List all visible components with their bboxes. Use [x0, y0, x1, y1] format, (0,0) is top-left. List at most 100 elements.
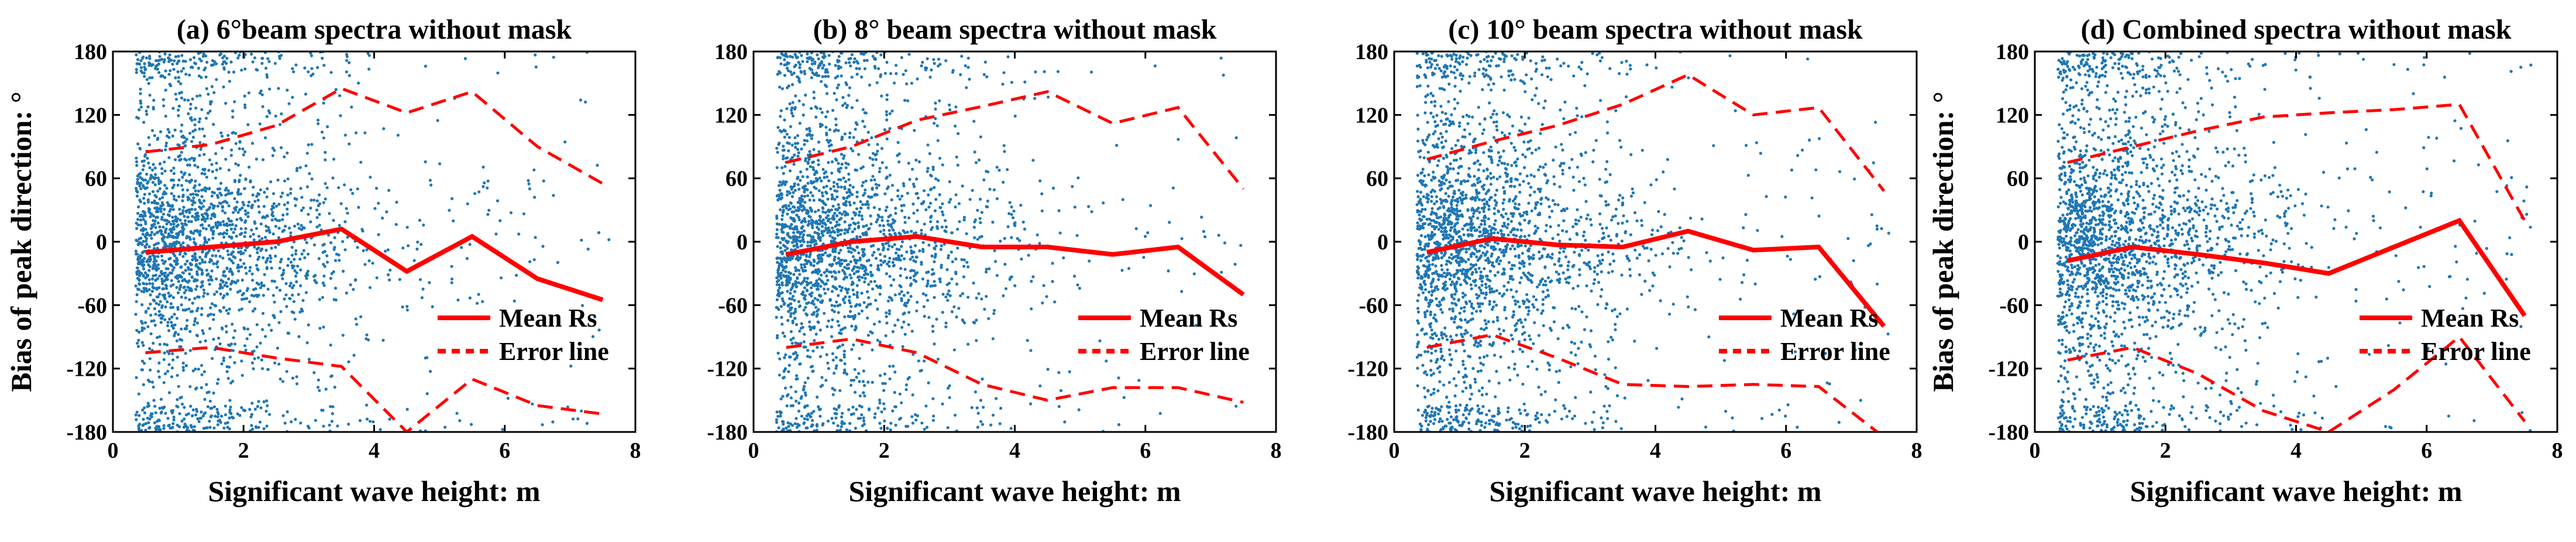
- scatter-point: [805, 167, 809, 171]
- scatter-point: [961, 292, 965, 296]
- scatter-point: [821, 225, 824, 228]
- scatter-point: [777, 143, 780, 146]
- scatter-point: [848, 86, 851, 90]
- scatter-point: [863, 280, 866, 284]
- scatter-point: [171, 268, 174, 272]
- scatter-point: [837, 167, 840, 171]
- scatter-point: [885, 311, 888, 314]
- scatter-point: [196, 417, 200, 421]
- scatter-point: [781, 395, 785, 398]
- scatter-point: [839, 248, 842, 252]
- scatter-point: [294, 249, 298, 252]
- scatter-point: [235, 234, 238, 238]
- scatter-point: [909, 284, 912, 287]
- scatter-point: [251, 427, 254, 431]
- scatter-point: [843, 272, 847, 276]
- scatter-point: [1514, 303, 1517, 306]
- scatter-point: [965, 260, 969, 264]
- scatter-point: [962, 215, 966, 219]
- scatter-point: [215, 277, 218, 281]
- scatter-point: [159, 300, 162, 303]
- scatter-point: [878, 215, 881, 218]
- scatter-point: [851, 186, 855, 189]
- scatter-point: [250, 402, 254, 405]
- scatter-point: [882, 228, 886, 232]
- scatter-point: [240, 406, 243, 410]
- scatter-point: [775, 276, 779, 280]
- scatter-point: [415, 247, 419, 251]
- scatter-point: [181, 279, 184, 283]
- scatter-point: [207, 390, 211, 394]
- scatter-point: [1011, 216, 1015, 219]
- scatter-point: [178, 285, 182, 289]
- scatter-point: [789, 396, 793, 400]
- scatter-point: [171, 242, 174, 246]
- scatter-point: [821, 75, 824, 78]
- scatter-point: [211, 232, 215, 236]
- scatter-point: [912, 232, 916, 235]
- scatter-point: [196, 165, 200, 169]
- scatter-point: [156, 336, 159, 339]
- scatter-point: [843, 326, 847, 330]
- scatter-point: [778, 85, 782, 89]
- scatter-point: [135, 410, 139, 414]
- scatter-point: [264, 335, 267, 338]
- scatter-point: [239, 192, 243, 195]
- scatter-point: [226, 249, 229, 253]
- scatter-point: [221, 296, 225, 300]
- scatter-point: [243, 187, 246, 190]
- scatter-point: [286, 193, 290, 197]
- scatter-point: [796, 423, 800, 426]
- scatter-point: [792, 184, 796, 188]
- scatter-point: [356, 187, 359, 191]
- scatter-point: [309, 220, 312, 224]
- scatter-point: [1618, 72, 1621, 76]
- scatter-point: [901, 345, 904, 348]
- scatter-point: [230, 251, 234, 255]
- scatter-point: [848, 224, 851, 227]
- scatter-point: [299, 187, 302, 190]
- scatter-point: [212, 225, 215, 229]
- scatter-point: [871, 253, 875, 257]
- scatter-point: [830, 217, 834, 220]
- scatter-point: [213, 215, 216, 218]
- scatter-point: [252, 232, 255, 236]
- scatter-point: [837, 404, 841, 407]
- scatter-point: [200, 363, 204, 367]
- scatter-point: [824, 216, 828, 219]
- scatter-point: [858, 417, 862, 420]
- scatter-point: [817, 277, 821, 281]
- scatter-point: [1527, 300, 1531, 303]
- scatter-point: [188, 262, 192, 265]
- scatter-point: [202, 412, 206, 416]
- scatter-point: [147, 421, 150, 424]
- scatter-point: [180, 296, 183, 299]
- scatter-point: [806, 348, 810, 352]
- scatter-point: [509, 211, 513, 215]
- scatter-point: [189, 404, 192, 408]
- scatter-point: [209, 100, 213, 104]
- scatter-point: [974, 390, 977, 394]
- scatter-point: [855, 259, 859, 262]
- scatter-point: [188, 58, 192, 61]
- scatter-point: [244, 348, 247, 352]
- scatter-point: [243, 106, 247, 109]
- scatter-point: [387, 188, 391, 192]
- scatter-point: [184, 289, 188, 292]
- scatter-point: [163, 76, 167, 80]
- scatter-point: [416, 241, 419, 244]
- scatter-point: [841, 95, 845, 100]
- scatter-point: [854, 304, 857, 308]
- scatter-point: [1063, 420, 1067, 424]
- scatter-point: [465, 257, 469, 260]
- scatter-point: [977, 292, 981, 296]
- scatter-point: [790, 222, 793, 227]
- scatter-point: [188, 211, 191, 214]
- scatter-point: [338, 224, 341, 227]
- scatter-point: [855, 291, 859, 294]
- y-tick-label: 60: [85, 167, 107, 191]
- scatter-point: [230, 259, 233, 263]
- scatter-point: [280, 258, 283, 261]
- scatter-point: [207, 187, 211, 191]
- scatter-point: [273, 300, 276, 304]
